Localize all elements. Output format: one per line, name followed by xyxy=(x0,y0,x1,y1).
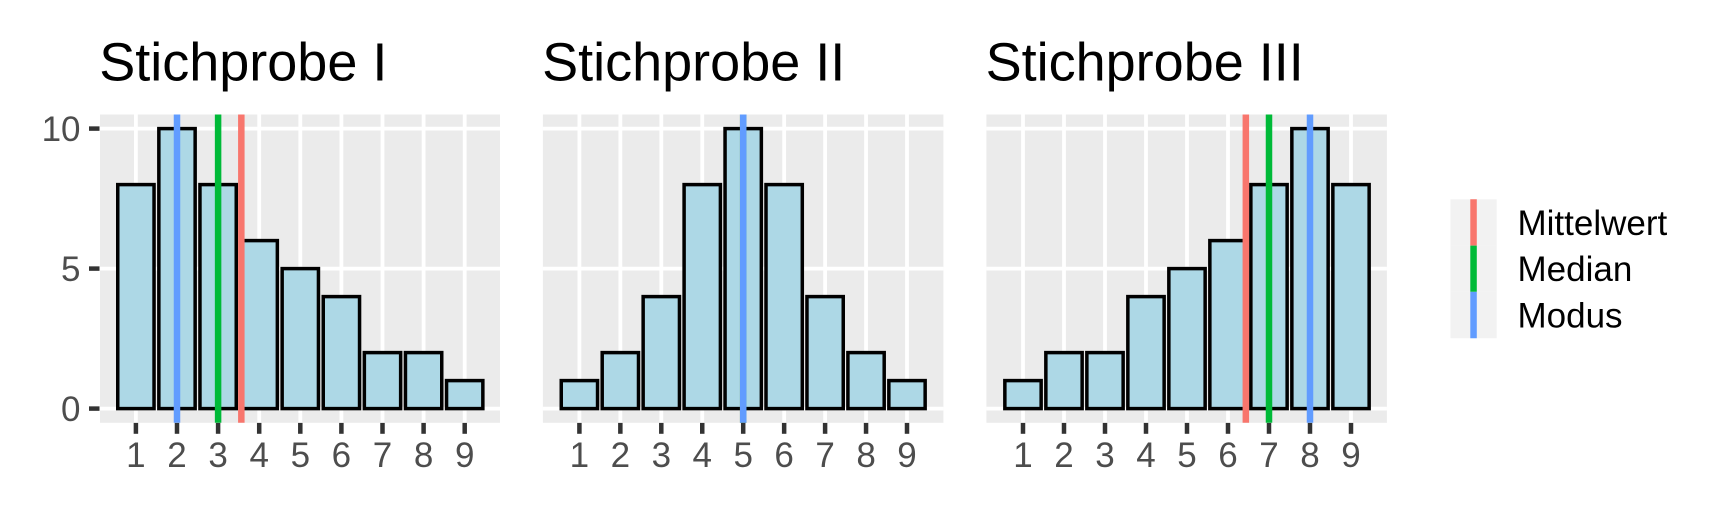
svg-text:Stichprobe III: Stichprobe III xyxy=(986,33,1304,93)
svg-text:5: 5 xyxy=(61,250,80,289)
svg-text:9: 9 xyxy=(1341,436,1360,475)
svg-text:8: 8 xyxy=(1300,436,1319,475)
svg-text:3: 3 xyxy=(208,436,227,475)
svg-text:8: 8 xyxy=(856,436,875,475)
svg-text:6: 6 xyxy=(774,436,793,475)
svg-text:10: 10 xyxy=(42,110,81,149)
svg-text:Stichprobe II: Stichprobe II xyxy=(542,33,845,93)
svg-text:4: 4 xyxy=(249,436,268,475)
svg-text:Stichprobe I: Stichprobe I xyxy=(99,33,387,93)
svg-text:5: 5 xyxy=(733,436,752,475)
svg-text:6: 6 xyxy=(1218,436,1237,475)
svg-text:1: 1 xyxy=(570,436,589,475)
svg-text:Mittelwert: Mittelwert xyxy=(1518,204,1668,243)
svg-text:Median: Median xyxy=(1518,250,1633,289)
svg-text:6: 6 xyxy=(332,436,351,475)
svg-text:3: 3 xyxy=(652,436,671,475)
svg-text:Modus: Modus xyxy=(1518,296,1623,335)
svg-text:8: 8 xyxy=(414,436,433,475)
svg-text:5: 5 xyxy=(1177,436,1196,475)
svg-text:9: 9 xyxy=(455,436,474,475)
svg-text:3: 3 xyxy=(1095,436,1114,475)
svg-text:1: 1 xyxy=(126,436,145,475)
svg-text:2: 2 xyxy=(611,436,630,475)
svg-text:7: 7 xyxy=(1259,436,1278,475)
svg-text:9: 9 xyxy=(897,436,916,475)
svg-text:5: 5 xyxy=(291,436,310,475)
svg-text:2: 2 xyxy=(167,436,186,475)
svg-text:4: 4 xyxy=(693,436,712,475)
svg-text:7: 7 xyxy=(373,436,392,475)
svg-text:0: 0 xyxy=(61,390,80,429)
svg-text:1: 1 xyxy=(1013,436,1032,475)
svg-text:2: 2 xyxy=(1054,436,1073,475)
svg-text:4: 4 xyxy=(1136,436,1155,475)
svg-text:7: 7 xyxy=(815,436,834,475)
